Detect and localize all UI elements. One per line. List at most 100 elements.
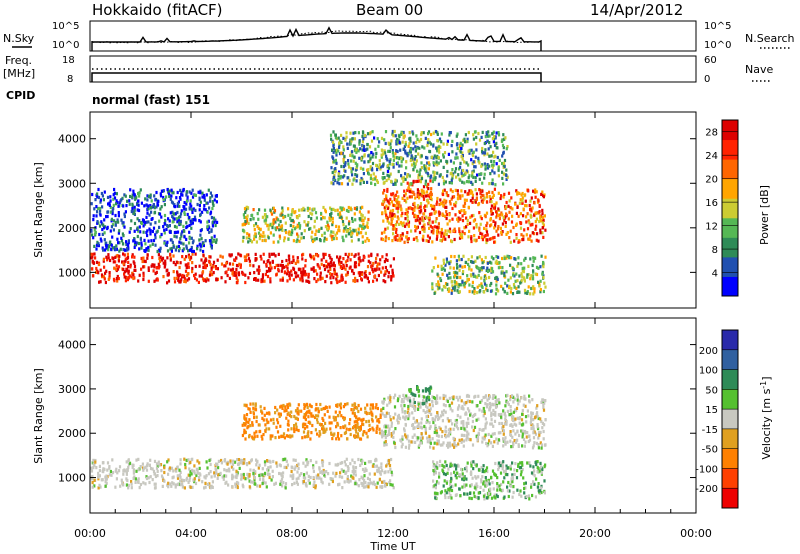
echo-cell	[391, 149, 394, 153]
echo-cell	[202, 241, 205, 245]
echo-cell	[342, 405, 345, 409]
echo-cell	[390, 139, 393, 143]
echo-cell	[354, 481, 357, 486]
echo-cell	[437, 222, 440, 226]
echo-cell	[502, 146, 505, 150]
echo-cell	[511, 444, 514, 449]
echo-cell	[115, 199, 118, 203]
echo-cell	[106, 468, 109, 472]
echo-cell	[90, 229, 93, 233]
echo-cell	[440, 239, 443, 243]
echo-cell	[263, 219, 266, 223]
echo-cell	[354, 218, 357, 222]
echo-cell	[327, 226, 330, 231]
echo-cell	[91, 267, 94, 271]
echo-cell	[408, 190, 411, 194]
echo-cell	[390, 432, 393, 436]
echo-cell	[370, 151, 373, 155]
echo-cell	[427, 174, 430, 178]
echo-cell	[275, 425, 278, 429]
echo-cell	[133, 268, 136, 272]
echo-cell	[261, 273, 265, 277]
echo-cell	[485, 211, 489, 215]
echo-cell	[509, 240, 512, 244]
echo-cell	[276, 430, 280, 434]
echo-cell	[110, 243, 113, 247]
echo-cell	[492, 424, 495, 428]
echo-cell	[370, 417, 374, 421]
echo-cell	[90, 202, 93, 206]
echo-cell	[371, 464, 374, 468]
echo-cell	[278, 236, 282, 240]
echo-cell	[91, 233, 94, 237]
echo-cell	[304, 258, 307, 263]
echo-cell	[122, 252, 125, 256]
echo-cell	[357, 231, 360, 235]
echo-cell	[450, 288, 453, 293]
echo-cell	[373, 464, 376, 468]
echo-cell	[384, 130, 388, 134]
echo-cell	[389, 479, 392, 483]
echo-cell	[359, 166, 362, 170]
echo-cell	[296, 463, 299, 468]
echo-cell	[107, 253, 110, 257]
echo-cell	[254, 482, 257, 486]
echo-cell	[366, 180, 369, 184]
echo-cell	[446, 169, 449, 174]
echo-cell	[96, 210, 99, 214]
echo-cell	[206, 224, 209, 228]
echo-cell	[292, 239, 295, 243]
echo-cell	[248, 474, 251, 478]
echo-cell	[361, 148, 364, 152]
echo-cell	[312, 469, 315, 473]
echo-cell	[463, 232, 466, 236]
echo-cell	[371, 403, 374, 407]
echo-cell	[516, 290, 519, 294]
echo-cell	[253, 228, 256, 232]
echo-cell	[515, 286, 518, 290]
power-colorbar-segment	[722, 256, 738, 277]
echo-cell	[91, 259, 94, 263]
echo-cell	[310, 267, 314, 271]
echo-cell	[274, 228, 278, 232]
echo-cell	[279, 405, 282, 409]
echo-cell	[264, 481, 267, 485]
echo-cell	[495, 275, 498, 280]
echo-cell	[360, 224, 363, 228]
echo-cell	[424, 136, 427, 140]
echo-cell	[497, 168, 500, 172]
echo-cell	[391, 483, 394, 487]
echo-cell	[236, 483, 239, 487]
echo-cell	[142, 274, 145, 278]
echo-cell	[241, 458, 244, 463]
echo-cell	[511, 435, 514, 439]
echo-cell	[163, 228, 166, 232]
echo-cell	[513, 274, 516, 278]
echo-cell	[207, 188, 210, 192]
echo-cell	[402, 176, 405, 180]
echo-cell	[282, 434, 285, 438]
echo-cell	[465, 180, 469, 184]
echo-cell	[494, 292, 498, 296]
echo-cell	[285, 434, 288, 438]
echo-cell	[378, 267, 381, 271]
echo-cell	[467, 176, 470, 180]
echo-cell	[478, 211, 481, 215]
echo-cell	[273, 266, 276, 270]
echo-cell	[255, 257, 258, 261]
echo-cell	[281, 213, 284, 217]
echo-cell	[536, 232, 539, 236]
echo-cell	[150, 199, 153, 203]
echo-cell	[406, 231, 409, 235]
echo-cell	[125, 472, 128, 476]
echo-cell	[162, 225, 165, 229]
echo-cell	[438, 212, 441, 216]
echo-cell	[117, 214, 120, 218]
echo-cell	[442, 258, 445, 262]
echo-cell	[298, 214, 301, 218]
echo-cell	[377, 418, 380, 422]
echo-cell	[335, 272, 338, 276]
echo-cell	[512, 442, 515, 446]
echo-cell	[95, 466, 98, 470]
echo-cell	[475, 142, 478, 146]
